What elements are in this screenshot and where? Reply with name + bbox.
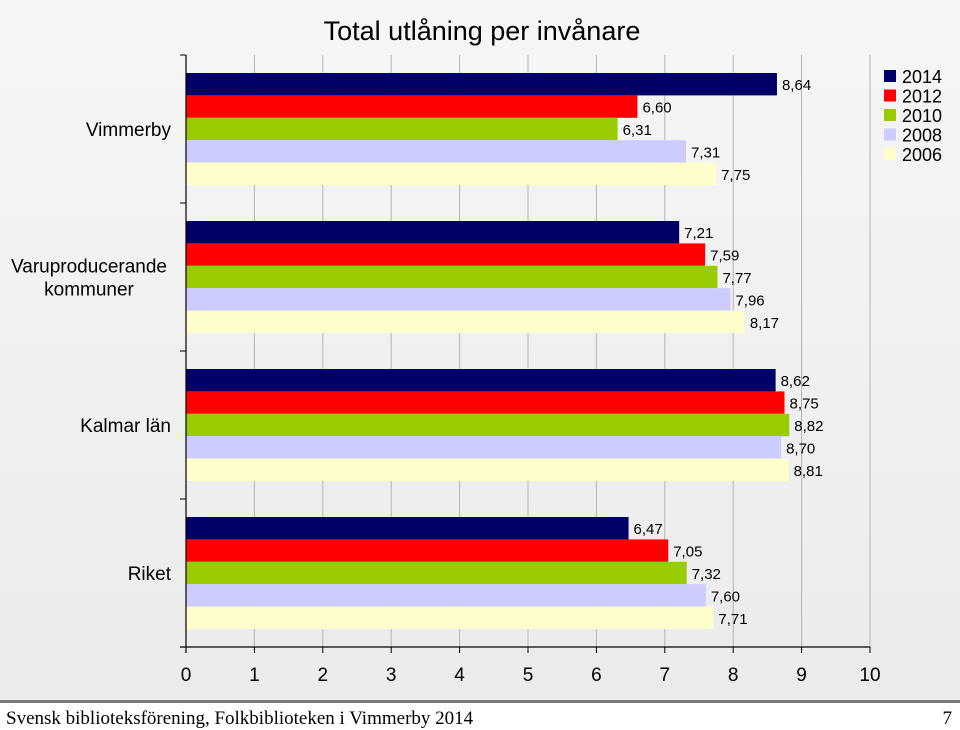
category-label: Varuproducerande kommuner <box>11 257 167 301</box>
data-label: 8,17 <box>750 315 779 332</box>
data-label: 8,82 <box>794 418 823 435</box>
bar <box>186 243 706 266</box>
bar <box>186 95 638 118</box>
x-tick-label: 6 <box>591 665 602 686</box>
data-label: 8,62 <box>781 373 810 390</box>
bar <box>186 606 714 629</box>
legend-label: 2014 <box>902 67 942 87</box>
bar <box>186 391 785 414</box>
legend-label: 2012 <box>902 87 942 107</box>
legend-swatch <box>884 128 896 141</box>
category-label: Vimmerby <box>86 120 172 141</box>
category-label: Kalmar län <box>80 416 171 437</box>
bars <box>186 73 790 629</box>
data-label: 7,32 <box>692 566 721 583</box>
data-label: 6,31 <box>623 122 652 139</box>
footer-rule <box>0 700 960 703</box>
data-label: 7,60 <box>711 588 740 605</box>
bar <box>186 73 777 96</box>
bar <box>186 140 687 163</box>
bar <box>186 310 745 333</box>
page-number: 7 <box>942 708 953 729</box>
bar <box>186 561 687 585</box>
bar <box>186 117 618 141</box>
footer-source: Svensk biblioteksförening, Folkbibliotek… <box>6 708 474 729</box>
data-label: 7,59 <box>710 248 739 265</box>
x-tick-label: 10 <box>859 665 880 686</box>
legend-swatch <box>884 148 896 160</box>
x-tick-label: 1 <box>249 665 260 686</box>
data-label: 7,75 <box>721 167 750 184</box>
legend-swatch <box>884 70 896 82</box>
x-tick-label: 4 <box>454 665 465 686</box>
category-label-line: Varuproducerande <box>11 257 167 278</box>
legend-swatch <box>884 109 896 121</box>
bar <box>186 288 731 311</box>
bar <box>186 584 706 607</box>
data-label: 7,77 <box>722 270 751 287</box>
chart-title: Total utlåning per invånare <box>324 16 641 46</box>
legend-swatch <box>884 89 896 102</box>
x-tick-label: 3 <box>386 665 397 686</box>
x-tick-label: 0 <box>181 665 192 686</box>
data-label: 7,05 <box>673 544 702 561</box>
data-label: 8,75 <box>790 396 819 413</box>
x-tick-label: 2 <box>318 665 329 686</box>
data-label: 6,60 <box>642 100 671 117</box>
chart-svg: Total utlåning per invånare 8,64 6,60 6,31… <box>11 16 942 686</box>
data-label: 7,21 <box>684 225 713 242</box>
category-label-line: kommuner <box>44 280 134 301</box>
bar <box>186 162 717 185</box>
bar <box>186 413 790 437</box>
data-label: 6,47 <box>634 521 663 538</box>
bar <box>186 539 669 562</box>
x-tick-label: 7 <box>660 665 671 686</box>
legend-label: 2010 <box>902 106 942 126</box>
bar <box>186 436 782 459</box>
data-label: 7,71 <box>718 611 747 628</box>
data-labels: 8,64 6,60 6,31 7,317,75 7,21 7,59 7,77 7,96 8,17… <box>623 77 824 628</box>
data-label: 7,31 <box>691 144 720 161</box>
bar <box>186 517 629 540</box>
axes: 0 1 2 3 4 5 6 7 8 9 10 Vimmerby Varuproducerande komm… <box>11 54 881 686</box>
bar <box>186 369 776 392</box>
data-label: 8,64 <box>782 77 811 94</box>
bar <box>186 221 680 244</box>
data-label: 8,70 <box>786 440 815 457</box>
legend-label: 2006 <box>902 145 942 165</box>
legend-label: 2008 <box>902 126 942 146</box>
bar <box>186 458 789 481</box>
x-tick-label: 5 <box>523 665 534 686</box>
chart-area: Total utlåning per invånare 8,64 6,60 6,31… <box>0 0 960 700</box>
x-tick-label: 8 <box>728 665 739 686</box>
data-label: 8,81 <box>794 463 823 480</box>
x-tick-label: 9 <box>796 665 807 686</box>
data-label: 7,96 <box>735 292 764 309</box>
bar <box>186 265 718 289</box>
category-label: Riket <box>128 564 172 585</box>
